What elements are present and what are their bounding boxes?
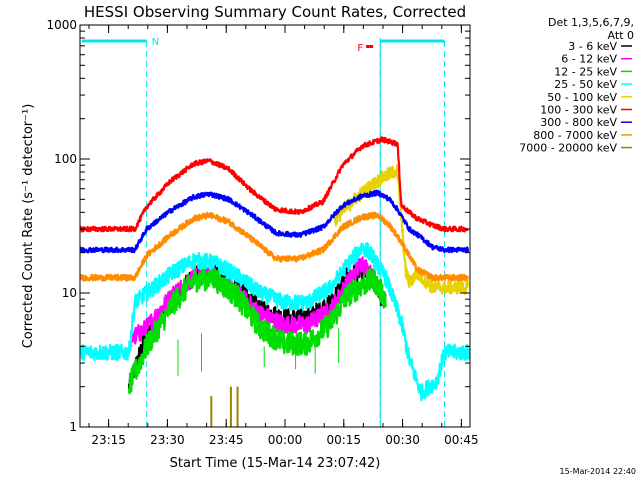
legend-label-4: 25 - 50 keV (554, 78, 617, 91)
legend-label-1: 3 - 6 keV (568, 40, 617, 53)
x-tick-label-23:30: 23:30 (150, 433, 185, 447)
legend-label-3: 12 - 25 keV (554, 65, 617, 78)
x-axis-label: Start Time (15-Mar-14 23:07:42) (170, 456, 381, 471)
flare-flag-label: F (357, 43, 363, 54)
legend-label-9: 7000 - 20000 keV (519, 142, 617, 155)
y-tick-label-1: 1 (69, 420, 77, 434)
x-tick-label-00:45: 00:45 (444, 433, 479, 447)
y-tick-label-10: 10 (62, 286, 77, 300)
legend-label-5: 50 - 100 keV (547, 91, 617, 104)
chart-title: HESSI Observing Summary Count Rates, Cor… (84, 3, 466, 21)
y-axis-label: Corrected Count Rate (s⁻¹ detector⁻¹) (21, 104, 36, 349)
legend-label-2: 6 - 12 keV (561, 53, 617, 66)
plot-frame (79, 24, 471, 428)
series-line-8 (80, 211, 470, 282)
saa-marker-label: N (152, 37, 159, 48)
axis-layer: 1 10 100 1000 23:15 23:30 23:45 00:00 00:15 00:30… (46, 18, 478, 447)
series-line-3 (127, 265, 387, 395)
legend-label-6: 100 - 300 keV (540, 104, 617, 117)
legend-header-line-2: Att 0 (608, 29, 634, 42)
x-tick-label-00:30: 00:30 (385, 433, 420, 447)
x-tick-label-23:45: 23:45 (209, 433, 244, 447)
generation-timestamp: 15-Mar-2014 22:40 (560, 467, 637, 476)
x-tick-label-00:00: 00:00 (268, 433, 303, 447)
x-tick-label-00:15: 00:15 (326, 433, 361, 447)
y-tick-label-100: 100 (54, 152, 77, 166)
y-tick-label-1000: 1000 (46, 18, 77, 32)
series-line-6 (80, 136, 469, 233)
legend-label-8: 800 - 7000 keV (533, 129, 617, 142)
x-tick-label-23:15: 23:15 (91, 433, 126, 447)
legend-header-line-1: Det 1,3,5,6,7,9, (548, 16, 634, 29)
flare-flag-bar (366, 45, 374, 48)
legend-label-7: 300 - 800 keV (540, 116, 617, 129)
series-line-4 (80, 242, 470, 402)
series-line-7 (80, 189, 470, 254)
day-marker-layer: NF (82, 37, 446, 427)
series-layer (80, 136, 470, 427)
